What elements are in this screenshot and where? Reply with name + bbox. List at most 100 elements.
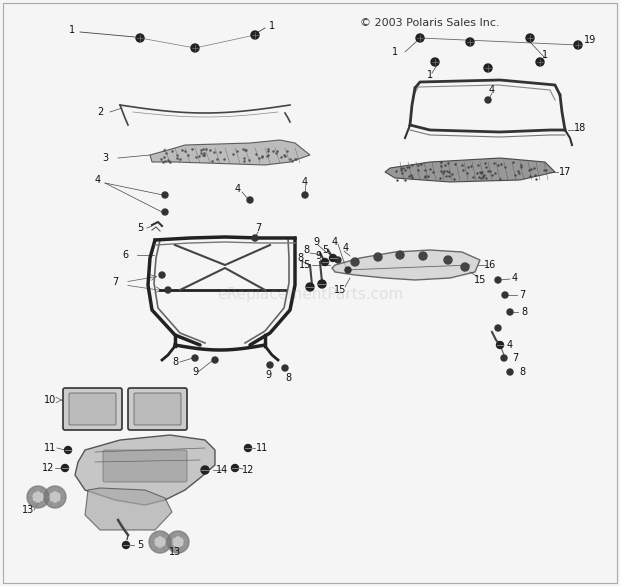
Circle shape — [201, 466, 209, 474]
Circle shape — [252, 235, 258, 241]
Text: 4: 4 — [332, 237, 338, 247]
Text: 18: 18 — [574, 123, 586, 133]
Polygon shape — [150, 140, 310, 165]
Circle shape — [466, 38, 474, 46]
Circle shape — [495, 277, 501, 283]
Text: 15: 15 — [334, 285, 346, 295]
Circle shape — [329, 254, 337, 261]
Text: 9: 9 — [192, 367, 198, 377]
Circle shape — [396, 251, 404, 259]
Text: 9: 9 — [313, 237, 319, 247]
Text: 14: 14 — [216, 465, 228, 475]
Circle shape — [345, 267, 351, 273]
Circle shape — [123, 541, 130, 548]
Text: 9: 9 — [265, 370, 271, 380]
Text: 7: 7 — [519, 290, 525, 300]
Circle shape — [212, 357, 218, 363]
Circle shape — [335, 257, 341, 263]
Circle shape — [64, 447, 71, 454]
Circle shape — [484, 64, 492, 72]
Text: 4: 4 — [512, 273, 518, 283]
Text: 15: 15 — [474, 275, 486, 285]
Polygon shape — [85, 488, 172, 530]
Circle shape — [374, 253, 382, 261]
Text: 13: 13 — [22, 505, 34, 515]
Circle shape — [231, 465, 239, 472]
Circle shape — [526, 34, 534, 42]
Circle shape — [44, 486, 66, 508]
FancyBboxPatch shape — [128, 388, 187, 430]
Text: 6: 6 — [122, 250, 128, 260]
Text: 11: 11 — [256, 443, 268, 453]
Circle shape — [267, 362, 273, 368]
Circle shape — [302, 192, 308, 198]
Text: 7: 7 — [512, 353, 518, 363]
Circle shape — [416, 34, 424, 42]
Circle shape — [244, 445, 252, 451]
Text: 1: 1 — [427, 70, 433, 80]
Circle shape — [162, 192, 168, 198]
Circle shape — [431, 58, 439, 66]
Circle shape — [485, 97, 491, 103]
FancyBboxPatch shape — [134, 393, 181, 425]
Circle shape — [461, 263, 469, 271]
Circle shape — [351, 258, 359, 266]
Circle shape — [536, 58, 544, 66]
Text: 8: 8 — [303, 245, 309, 255]
Text: 11: 11 — [44, 443, 56, 453]
Text: 4: 4 — [235, 184, 241, 194]
Circle shape — [502, 292, 508, 298]
Text: 4: 4 — [507, 340, 513, 350]
Circle shape — [167, 531, 189, 553]
Text: 8: 8 — [521, 307, 527, 317]
Circle shape — [159, 272, 165, 278]
Circle shape — [149, 531, 171, 553]
Text: eReplacementParts.com: eReplacementParts.com — [217, 288, 403, 302]
Circle shape — [191, 44, 199, 52]
Circle shape — [419, 252, 427, 260]
Text: 3: 3 — [102, 153, 108, 163]
Circle shape — [282, 365, 288, 371]
Polygon shape — [75, 435, 215, 505]
Text: © 2003 Polaris Sales Inc.: © 2003 Polaris Sales Inc. — [360, 18, 500, 28]
Text: 10: 10 — [44, 395, 56, 405]
Circle shape — [444, 256, 452, 264]
Circle shape — [497, 342, 503, 349]
Text: 8: 8 — [172, 357, 178, 367]
Circle shape — [192, 355, 198, 361]
FancyBboxPatch shape — [69, 393, 116, 425]
Text: 7: 7 — [112, 277, 118, 287]
Circle shape — [173, 537, 183, 547]
Circle shape — [318, 280, 326, 288]
FancyBboxPatch shape — [63, 388, 122, 430]
Circle shape — [251, 31, 259, 39]
Text: 19: 19 — [584, 35, 596, 45]
Text: 5: 5 — [322, 245, 328, 255]
FancyBboxPatch shape — [103, 450, 187, 482]
Text: 12: 12 — [242, 465, 254, 475]
Circle shape — [33, 492, 43, 502]
Text: 7: 7 — [255, 223, 261, 233]
Text: 1: 1 — [269, 21, 275, 31]
Circle shape — [50, 492, 60, 502]
Circle shape — [162, 209, 168, 215]
Text: 8: 8 — [285, 373, 291, 383]
Text: 1: 1 — [69, 25, 75, 35]
Text: 4: 4 — [95, 175, 101, 185]
Circle shape — [501, 355, 507, 361]
Circle shape — [136, 34, 144, 42]
Text: 8: 8 — [519, 367, 525, 377]
Text: 5: 5 — [137, 223, 143, 233]
Polygon shape — [385, 158, 555, 182]
Text: 17: 17 — [559, 167, 571, 177]
Text: 4: 4 — [343, 243, 349, 253]
Text: 9: 9 — [315, 251, 321, 261]
Circle shape — [507, 309, 513, 315]
Text: 1: 1 — [392, 47, 398, 57]
Text: 16: 16 — [484, 260, 496, 270]
Circle shape — [247, 197, 253, 203]
Circle shape — [306, 283, 314, 291]
Text: 4: 4 — [489, 85, 495, 95]
Polygon shape — [332, 250, 480, 280]
Text: 12: 12 — [42, 463, 54, 473]
